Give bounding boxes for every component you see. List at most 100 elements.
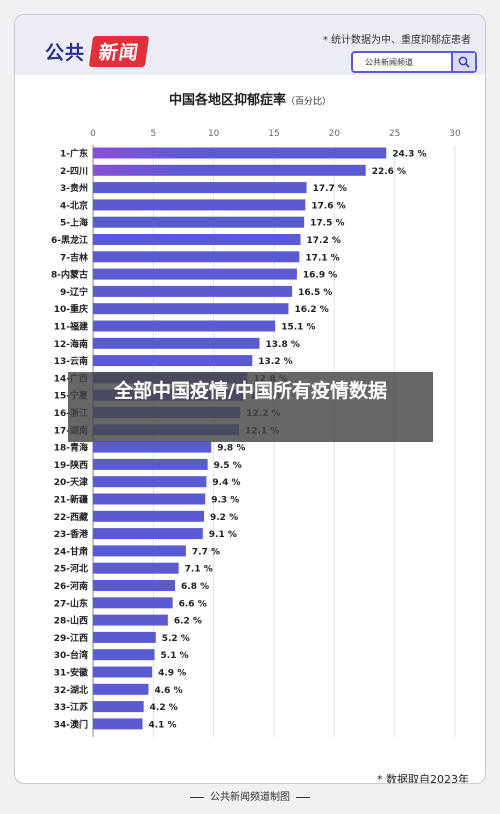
- value-label: 9.8 %: [217, 444, 245, 454]
- chart-title-unit: （百分比）: [286, 97, 332, 107]
- category-label: 2-四川: [60, 166, 88, 177]
- bar: [93, 701, 144, 713]
- value-label: 17.5 %: [310, 219, 344, 229]
- bar: [93, 580, 176, 591]
- value-label: 4.2 %: [150, 703, 178, 713]
- bar: [93, 216, 305, 228]
- value-label: 17.1 %: [305, 253, 339, 263]
- category-label: 1-广东: [60, 148, 88, 160]
- category-label: 7-吉林: [60, 251, 89, 263]
- bar: [93, 355, 253, 367]
- category-label: 4-北京: [60, 199, 88, 211]
- footer-text: 公共新闻频道制图: [210, 792, 290, 803]
- value-label: 9.2 %: [210, 513, 238, 523]
- value-label: 9.4 %: [212, 478, 240, 488]
- value-label: 9.3 %: [211, 496, 239, 506]
- x-tick-label: 20: [329, 129, 341, 139]
- value-label: 22.6 %: [372, 167, 406, 177]
- bar: [93, 458, 208, 470]
- category-label: 9-辽宁: [60, 286, 88, 298]
- category-label: 29-江西: [54, 632, 88, 644]
- bar: [93, 199, 306, 211]
- bar: [93, 493, 206, 505]
- category-label: 31-安徽: [54, 667, 89, 679]
- value-label: 13.8 %: [266, 340, 300, 350]
- bar: [93, 182, 307, 194]
- category-label: 27-山东: [54, 597, 88, 609]
- category-label: 22-西藏: [54, 511, 88, 523]
- value-label: 7.7 %: [192, 547, 220, 557]
- chart-title-text: 中国各地区抑郁症率: [168, 93, 286, 108]
- bar: [93, 649, 155, 661]
- search-box[interactable]: 公共新闻频道: [351, 51, 477, 73]
- x-tick-label: 5: [150, 129, 156, 139]
- x-tick-label: 10: [208, 129, 220, 139]
- value-label: 16.9 %: [303, 271, 337, 281]
- x-tick-label: 0: [90, 129, 96, 139]
- category-label: 28-山西: [54, 615, 88, 627]
- source-note: * 数据取自2023年: [377, 773, 469, 784]
- bar: [93, 147, 387, 159]
- value-label: 17.2 %: [307, 236, 341, 246]
- bar: [93, 303, 289, 315]
- bar: [93, 234, 301, 245]
- bar: [93, 337, 260, 349]
- category-label: 11-福建: [54, 321, 89, 333]
- value-label: 9.1 %: [209, 530, 237, 540]
- logo-left-text: 公共: [45, 41, 86, 64]
- bar: [93, 164, 366, 176]
- bar: [93, 528, 203, 540]
- footer: 公共新闻频道制图: [0, 788, 500, 803]
- value-label: 17.7 %: [313, 184, 347, 194]
- x-tick-label: 15: [268, 129, 279, 139]
- category-label: 8-内蒙古: [51, 269, 88, 281]
- value-label: 6.8 %: [181, 582, 209, 592]
- value-label: 15.1 %: [281, 323, 315, 333]
- bar: [93, 268, 297, 280]
- value-label: 7.1 %: [185, 565, 213, 575]
- footer-dash-left: [190, 796, 204, 798]
- value-label: 24.3 %: [392, 150, 426, 160]
- bar: [93, 545, 186, 557]
- category-label: 34-澳门: [54, 718, 88, 730]
- statistics-note: * 统计数据为中、重度抑郁症患者: [322, 35, 471, 46]
- value-label: 5.1 %: [161, 651, 189, 661]
- value-label: 4.1 %: [148, 720, 176, 730]
- value-label: 17.6 %: [311, 201, 345, 211]
- category-label: 3-贵州: [60, 182, 88, 194]
- bar: [93, 441, 212, 453]
- bar: [93, 597, 173, 609]
- bar: [93, 614, 168, 626]
- value-label: 16.2 %: [294, 305, 328, 315]
- category-label: 33-江苏: [54, 701, 88, 713]
- bar: [93, 251, 300, 263]
- value-label: 6.2 %: [174, 617, 202, 627]
- brand-logo: 公共 新闻: [45, 33, 185, 69]
- search-button[interactable]: [451, 53, 475, 71]
- value-label: 9.5 %: [214, 461, 242, 471]
- category-label: 10-重庆: [54, 303, 88, 315]
- category-label: 18-青海: [54, 442, 88, 454]
- category-label: 26-河南: [54, 580, 88, 592]
- bar: [93, 476, 207, 488]
- overlay-caption: 全部中国疫情/中国所有疫情数据: [68, 372, 433, 442]
- bar: [93, 666, 153, 678]
- value-label: 5.2 %: [162, 634, 190, 644]
- category-label: 5-上海: [60, 217, 88, 229]
- bar: [93, 562, 179, 574]
- category-label: 6-黑龙江: [51, 234, 88, 246]
- category-label: 19-陕西: [54, 459, 88, 471]
- value-label: 6.6 %: [179, 599, 207, 609]
- footer-dash-right: [296, 796, 310, 798]
- category-label: 20-天津: [54, 476, 88, 488]
- category-label: 21-新疆: [54, 494, 88, 506]
- bar: [93, 631, 156, 643]
- chart-title: 中国各地区抑郁症率（百分比）: [15, 89, 485, 108]
- bar: [93, 285, 293, 297]
- category-label: 24-甘肃: [54, 545, 88, 557]
- search-text: 公共新闻频道: [365, 57, 413, 67]
- category-label: 25-河北: [54, 563, 88, 575]
- bar: [93, 718, 143, 730]
- category-label: 12-海南: [54, 338, 88, 350]
- value-label: 16.5 %: [298, 288, 332, 298]
